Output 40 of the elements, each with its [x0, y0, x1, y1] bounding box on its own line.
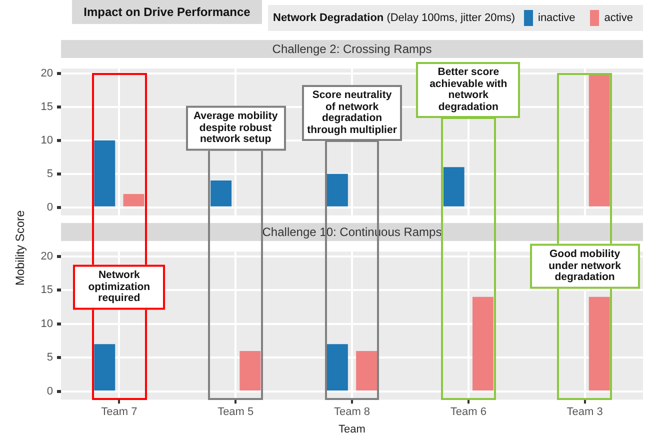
x-axis-title: Team — [338, 423, 366, 436]
y-tick-label: 0 — [46, 201, 53, 214]
x-tick-label: Team 8 — [334, 406, 370, 418]
bar — [588, 73, 610, 206]
y-tick-label: 5 — [46, 168, 53, 180]
text: Impact on Drive Performance — [72, 0, 262, 24]
bar — [123, 194, 144, 206]
chart-title: Challenge 2: Crossing Ramps — [61, 40, 643, 58]
y-tick-label: 20 — [40, 67, 53, 80]
y-tick-label: 5 — [46, 352, 53, 364]
legend-title: Network Degradation (Delay 100ms, jitter 20ms) — [273, 12, 516, 24]
y-tick-label: 10 — [40, 134, 53, 146]
bar — [326, 174, 348, 206]
bar — [326, 344, 348, 390]
bar — [240, 350, 261, 390]
bar — [472, 296, 494, 390]
note-box: Average mobility despite robust network setup — [186, 106, 286, 150]
bar — [94, 140, 116, 206]
bar — [588, 296, 610, 390]
y-tick-label: 0 — [46, 386, 53, 398]
x-tick-label: Team 5 — [218, 406, 254, 418]
x-tick-label: Team 3 — [566, 406, 603, 418]
bar — [210, 180, 232, 206]
y-tick-label: 10 — [40, 318, 53, 330]
note-box: Better score achievable with network degradation — [416, 62, 520, 118]
note-box: Network optimization required — [73, 264, 166, 310]
bar — [356, 350, 378, 390]
y-tick-label: 15 — [40, 284, 53, 296]
bar — [443, 167, 464, 206]
y-tick-label: 15 — [40, 100, 53, 113]
legend-label: inactive — [538, 12, 576, 24]
note-box: Score neutrality of network degradation through multiplier — [302, 85, 402, 141]
x-tick-label: Team 7 — [101, 406, 138, 418]
bar — [94, 344, 116, 390]
x-tick-label: Team 6 — [450, 406, 486, 418]
note-box: Good mobility under network degradation — [530, 244, 640, 288]
chart-title: Challenge 10: Continuous Ramps — [61, 223, 643, 241]
legend-label: active — [604, 12, 633, 24]
y-tick-label: 20 — [40, 250, 53, 262]
y-axis-title: Mobility Score — [13, 210, 27, 286]
